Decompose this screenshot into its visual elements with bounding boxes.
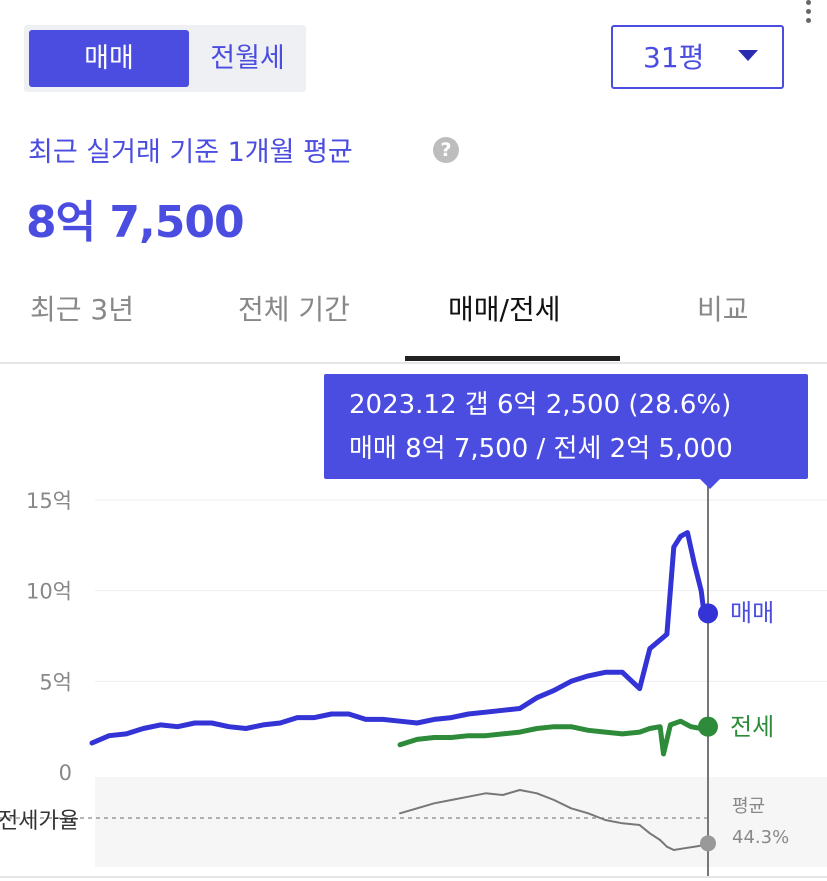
rent-toggle-button[interactable]: 전월세 <box>210 43 285 74</box>
jeonse-ratio-endpoint <box>700 835 716 852</box>
chart-tooltip: 2023.12 갭 6억 2,500 (28.6%) 매매 8억 7,500 /… <box>324 374 808 489</box>
tooltip-arrow <box>700 479 720 489</box>
sale-toggle-button[interactable]: 매매 <box>29 30 189 87</box>
more-menu-icon[interactable] <box>803 0 813 26</box>
bottom-divider <box>0 876 827 878</box>
area-select-value: 31평 <box>643 41 705 74</box>
ratio-panel-background <box>95 777 827 867</box>
sale-end-label: 매매 <box>730 599 774 627</box>
area-select[interactable]: 31평 <box>611 25 784 89</box>
average-price-label: 최근 실거래 기준 1개월 평균 <box>28 137 353 168</box>
y-tick-label: 5억 <box>39 670 72 694</box>
tab-sale-jeonse[interactable]: 매매/전세 <box>448 293 561 326</box>
ratio-average-label: 평균 <box>732 796 765 817</box>
jeonse-price-line <box>397 718 711 757</box>
ratio-label: 전세가율 <box>0 809 79 834</box>
sale-price-endpoint <box>698 603 718 624</box>
jeonse-ratio-line <box>399 789 709 851</box>
sale-price-line <box>89 530 711 746</box>
y-tick-label: 10억 <box>26 580 72 604</box>
tooltip-gap-line: 2023.12 갭 6억 2,500 (28.6%) <box>349 390 732 420</box>
jeonse-end-label: 전세 <box>730 713 774 741</box>
tab-recent-3-years[interactable]: 최근 3년 <box>30 293 134 326</box>
caret-down-icon <box>738 50 758 61</box>
average-price-value: 8억 7,500 <box>26 197 245 248</box>
active-tab-indicator <box>405 356 620 361</box>
y-tick-label: 15억 <box>26 489 72 513</box>
help-icon[interactable]: ? <box>433 137 459 163</box>
tab-compare[interactable]: 비교 <box>697 293 749 326</box>
tab-all-period[interactable]: 전체 기간 <box>238 293 350 326</box>
ratio-average-value: 44.3% <box>732 827 789 848</box>
tab-divider <box>0 362 827 364</box>
jeonse-price-endpoint <box>698 716 718 737</box>
deal-type-toggle: 매매 전월세 <box>24 25 306 92</box>
y-tick-label: 0 <box>59 761 72 785</box>
tooltip-price-line: 매매 8억 7,500 / 전세 2억 5,000 <box>349 434 733 464</box>
